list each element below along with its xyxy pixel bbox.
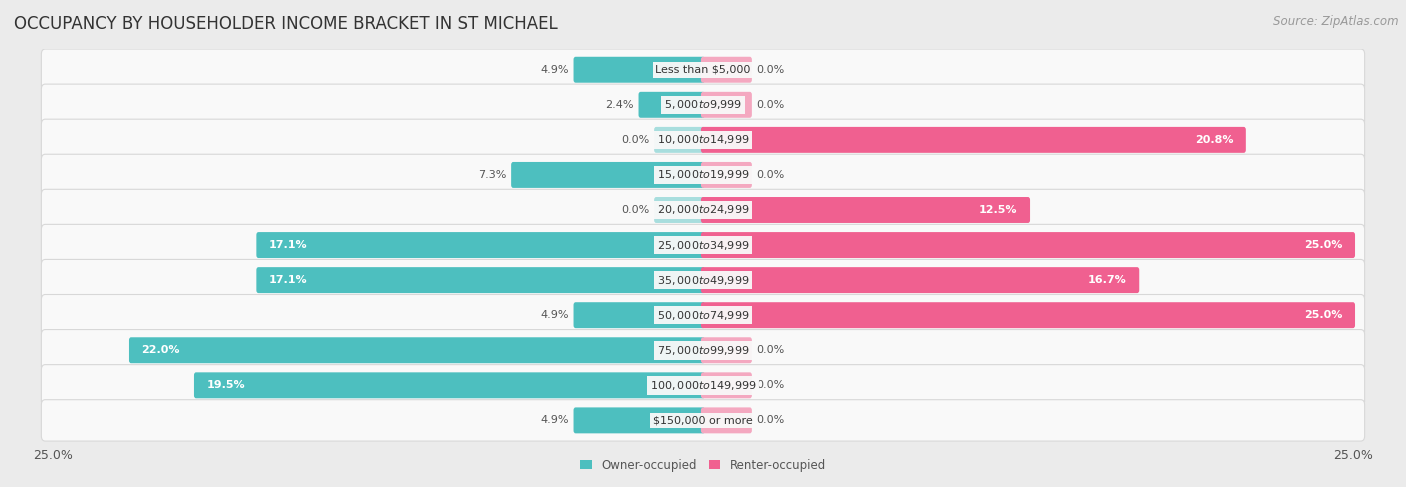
Text: Source: ZipAtlas.com: Source: ZipAtlas.com [1274,15,1399,28]
Text: 19.5%: 19.5% [207,380,245,390]
Legend: Owner-occupied, Renter-occupied: Owner-occupied, Renter-occupied [575,454,831,477]
FancyBboxPatch shape [129,337,704,363]
Text: $50,000 to $74,999: $50,000 to $74,999 [657,309,749,322]
FancyBboxPatch shape [702,302,1355,328]
FancyBboxPatch shape [702,408,752,433]
Text: 16.7%: 16.7% [1088,275,1126,285]
FancyBboxPatch shape [41,260,1365,301]
FancyBboxPatch shape [702,162,752,188]
Text: 0.0%: 0.0% [621,205,650,215]
FancyBboxPatch shape [41,119,1365,161]
FancyBboxPatch shape [41,330,1365,371]
FancyBboxPatch shape [512,162,704,188]
FancyBboxPatch shape [41,49,1365,91]
FancyBboxPatch shape [702,197,1031,223]
Text: $100,000 to $149,999: $100,000 to $149,999 [650,379,756,392]
FancyBboxPatch shape [41,365,1365,406]
FancyBboxPatch shape [41,189,1365,231]
Text: 20.8%: 20.8% [1195,135,1233,145]
Text: 0.0%: 0.0% [756,170,785,180]
FancyBboxPatch shape [702,337,752,363]
FancyBboxPatch shape [41,154,1365,196]
Text: $5,000 to $9,999: $5,000 to $9,999 [664,98,742,112]
FancyBboxPatch shape [702,92,752,118]
FancyBboxPatch shape [654,127,704,153]
Text: $20,000 to $24,999: $20,000 to $24,999 [657,204,749,217]
FancyBboxPatch shape [702,232,1355,258]
Text: 4.9%: 4.9% [541,310,569,320]
Text: $10,000 to $14,999: $10,000 to $14,999 [657,133,749,147]
Text: 17.1%: 17.1% [269,275,308,285]
FancyBboxPatch shape [574,57,704,83]
Text: 0.0%: 0.0% [756,415,785,425]
Text: 0.0%: 0.0% [621,135,650,145]
FancyBboxPatch shape [256,232,704,258]
FancyBboxPatch shape [574,302,704,328]
Text: 12.5%: 12.5% [979,205,1018,215]
FancyBboxPatch shape [41,84,1365,126]
FancyBboxPatch shape [194,373,704,398]
FancyBboxPatch shape [654,197,704,223]
Text: OCCUPANCY BY HOUSEHOLDER INCOME BRACKET IN ST MICHAEL: OCCUPANCY BY HOUSEHOLDER INCOME BRACKET … [14,15,558,33]
FancyBboxPatch shape [702,127,1246,153]
Text: Less than $5,000: Less than $5,000 [655,65,751,75]
Text: $15,000 to $19,999: $15,000 to $19,999 [657,169,749,182]
Text: 25.0%: 25.0% [1305,310,1343,320]
Text: 0.0%: 0.0% [756,345,785,355]
Text: 0.0%: 0.0% [756,380,785,390]
Text: 0.0%: 0.0% [756,100,785,110]
FancyBboxPatch shape [702,57,752,83]
FancyBboxPatch shape [702,267,1139,293]
FancyBboxPatch shape [41,225,1365,266]
FancyBboxPatch shape [41,295,1365,336]
FancyBboxPatch shape [41,400,1365,441]
Text: 22.0%: 22.0% [142,345,180,355]
Text: 4.9%: 4.9% [541,65,569,75]
Text: $75,000 to $99,999: $75,000 to $99,999 [657,344,749,357]
Text: 0.0%: 0.0% [756,65,785,75]
Text: 7.3%: 7.3% [478,170,506,180]
Text: 25.0%: 25.0% [1305,240,1343,250]
Text: $25,000 to $34,999: $25,000 to $34,999 [657,239,749,252]
FancyBboxPatch shape [574,408,704,433]
Text: $35,000 to $49,999: $35,000 to $49,999 [657,274,749,287]
FancyBboxPatch shape [256,267,704,293]
FancyBboxPatch shape [702,373,752,398]
Text: $150,000 or more: $150,000 or more [654,415,752,425]
FancyBboxPatch shape [638,92,704,118]
Text: 2.4%: 2.4% [606,100,634,110]
Text: 17.1%: 17.1% [269,240,308,250]
Text: 4.9%: 4.9% [541,415,569,425]
